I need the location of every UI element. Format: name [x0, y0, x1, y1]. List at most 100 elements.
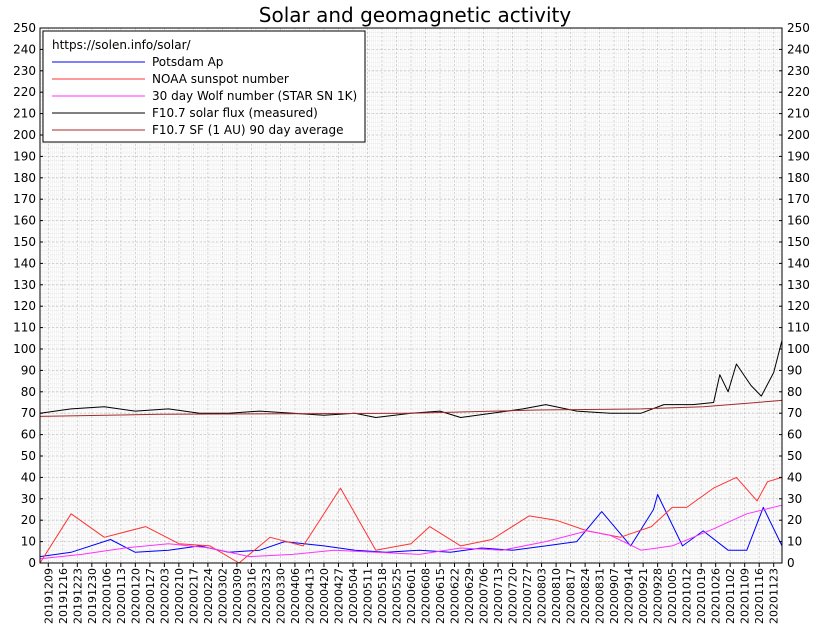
x-tick-label: 20200309: [231, 568, 244, 624]
x-tick-label: 20200302: [216, 568, 229, 624]
x-tick-label: 20201012: [681, 568, 694, 624]
x-tick-label: 20200601: [405, 568, 418, 624]
y-tick-label-right: 110: [787, 321, 810, 335]
x-tick-label: 20200406: [289, 568, 302, 624]
x-tick-label: 20201019: [695, 568, 708, 624]
x-tick-label: 20200427: [332, 568, 345, 624]
x-tick-label: 20200824: [579, 568, 592, 624]
y-tick-label-left: 120: [13, 299, 36, 313]
y-tick-label-left: 170: [13, 192, 36, 206]
y-tick-label-right: 30: [787, 492, 802, 506]
series-line-4: [39, 340, 783, 418]
y-tick-label-right: 60: [787, 428, 802, 442]
x-tick-label: 20201116: [753, 568, 766, 624]
x-tick-label: 20200511: [361, 568, 374, 624]
y-tick-label-right: 150: [787, 235, 810, 249]
x-tick-label: 20200831: [594, 568, 607, 624]
x-tick-label: 20200323: [260, 568, 273, 624]
x-tick-label: 20200203: [158, 568, 171, 624]
y-tick-label-right: 140: [787, 256, 810, 270]
y-tick-label-right: 120: [787, 299, 810, 313]
x-tick-label: 20201109: [739, 568, 752, 624]
y-tick-label-left: 140: [13, 256, 36, 270]
x-tick-label: 20200914: [623, 568, 636, 624]
legend: https://solen.info/solar/ Potsdam Ap NOAA…: [42, 30, 366, 143]
series-line-1: [39, 494, 783, 558]
x-tick-label: 20200720: [507, 568, 520, 624]
x-tick-label: 20200330: [274, 568, 287, 624]
chart-title: Solar and geomagnetic activity: [259, 3, 572, 27]
y-tick-label-right: 130: [787, 278, 810, 292]
x-tick-label: 20200127: [144, 568, 157, 624]
x-tick-label: 20191223: [71, 568, 84, 624]
x-tick-label: 20200420: [318, 568, 331, 624]
x-tick-label: 20200113: [115, 568, 128, 624]
legend-box: [42, 30, 366, 143]
y-tick-label-right: 200: [787, 128, 810, 142]
y-axis-left: 0 10 20 30 40 50 60 70 80 90 100 110 120 130 140 150 160…: [13, 21, 43, 570]
y-tick-label-left: 40: [21, 470, 36, 484]
legend-items: Potsdam Ap NOAA sunspot number 30 day Wolf…: [52, 55, 357, 137]
x-tick-label: 20200706: [478, 568, 491, 624]
x-tick-label: 20200316: [245, 568, 258, 624]
y-tick-label-right: 100: [787, 342, 810, 356]
y-tick-label-left: 70: [21, 406, 36, 420]
y-tick-label-left: 20: [21, 513, 36, 527]
x-tick-label: 20200120: [129, 568, 142, 624]
y-tick-label-right: 20: [787, 513, 802, 527]
y-tick-label-right: 250: [787, 21, 810, 35]
y-tick-label-left: 190: [13, 149, 36, 163]
x-tick-label: 20201123: [768, 568, 781, 624]
x-tick-label: 20200608: [420, 568, 433, 624]
y-tick-label-right: 160: [787, 214, 810, 228]
x-tick-label: 20200106: [100, 568, 113, 624]
legend-label-5: F10.7 SF (1 AU) 90 day average: [152, 123, 343, 137]
x-tick-label: 20200713: [492, 568, 505, 624]
x-tick-label: 20200615: [434, 568, 447, 624]
legend-source-label: https://solen.info/solar/: [52, 38, 192, 52]
y-tick-label-left: 250: [13, 21, 36, 35]
y-tick-label-left: 210: [13, 107, 36, 121]
x-tick-label: 20201005: [666, 568, 679, 624]
y-tick-label-left: 90: [21, 363, 36, 377]
legend-label-3: 30 day Wolf number (STAR SN 1K): [152, 89, 357, 103]
x-tick-label: 20200810: [550, 568, 563, 624]
y-tick-label-left: 50: [21, 449, 36, 463]
x-tick-label: 20200518: [376, 568, 389, 624]
y-tick-label-right: 80: [787, 385, 802, 399]
x-tick-label: 20200928: [652, 568, 665, 624]
y-tick-label-right: 190: [787, 149, 810, 163]
x-tick-label: 20200210: [173, 568, 186, 624]
y-tick-label-right: 180: [787, 171, 810, 185]
x-tick-label: 20201026: [710, 568, 723, 624]
y-tick-label-left: 10: [21, 535, 36, 549]
y-tick-label-left: 0: [28, 556, 36, 570]
x-tick-label: 20201102: [724, 568, 737, 624]
x-tick-label: 20200217: [187, 568, 200, 624]
x-tick-label: 20200224: [202, 568, 215, 624]
y-tick-label-right: 10: [787, 535, 802, 549]
y-tick-label-right: 90: [787, 363, 802, 377]
x-tick-label: 20200622: [449, 568, 462, 624]
series-line-3: [39, 504, 783, 560]
y-tick-label-left: 220: [13, 85, 36, 99]
y-tick-label-right: 40: [787, 470, 802, 484]
y-tick-label-left: 150: [13, 235, 36, 249]
y-tick-label-left: 230: [13, 64, 36, 78]
y-tick-label-left: 160: [13, 214, 36, 228]
y-tick-label-right: 50: [787, 449, 802, 463]
y-axis-right: 0 10 20 30 40 50 60 70 80 90 100 110 120 130 140 150 160…: [779, 21, 810, 570]
grid: [39, 27, 783, 564]
series-layer: [39, 340, 783, 564]
y-tick-label-left: 110: [13, 321, 36, 335]
y-tick-label-right: 210: [787, 107, 810, 121]
y-tick-label-left: 200: [13, 128, 36, 142]
x-tick-label: 20200921: [637, 568, 650, 624]
x-axis: 20191209 20191216 20191223 20191230 20200106…: [42, 563, 781, 624]
y-tick-label-left: 100: [13, 342, 36, 356]
x-tick-label: 20200525: [390, 568, 403, 624]
y-tick-label-left: 60: [21, 428, 36, 442]
x-tick-label: 20200413: [303, 568, 316, 624]
y-tick-label-left: 180: [13, 171, 36, 185]
